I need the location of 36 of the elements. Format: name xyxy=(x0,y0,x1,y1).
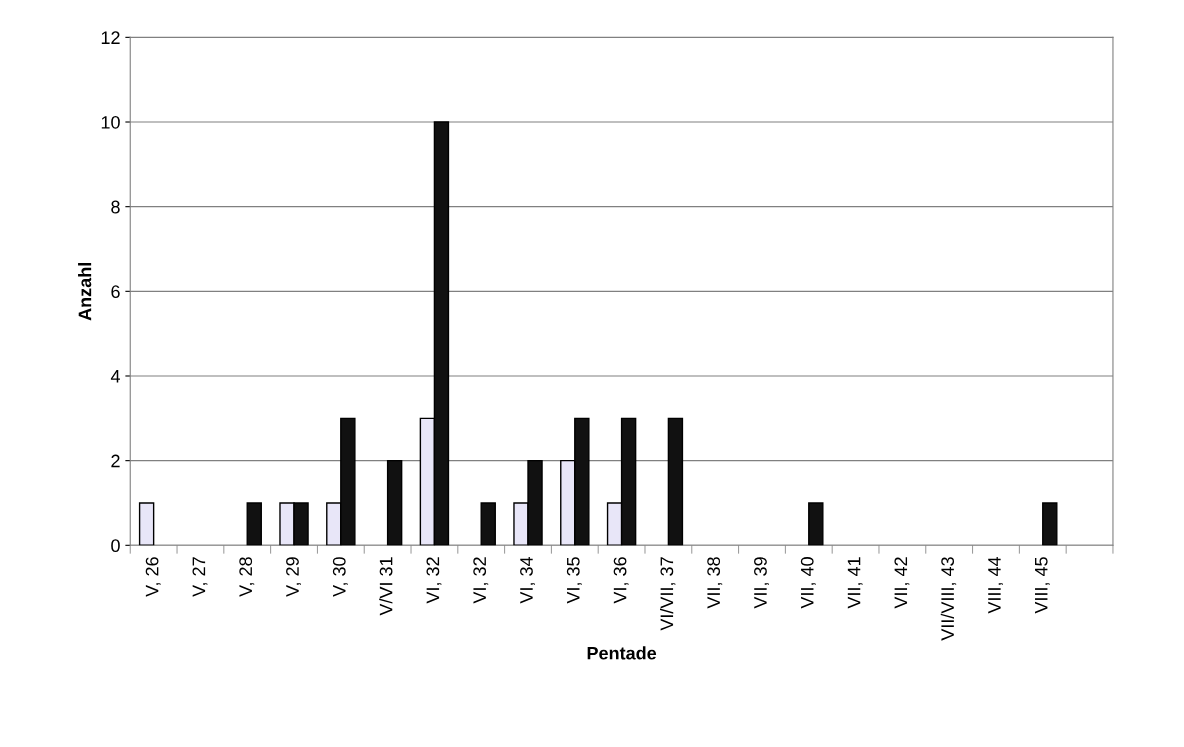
x-tick-label: VI, 36 xyxy=(613,557,629,604)
x-tick-label: VII, 42 xyxy=(894,557,910,609)
x-tick-label: VII, 40 xyxy=(800,557,816,609)
x-axis-title: Pentade xyxy=(587,646,657,660)
x-tick-label: VIII, 44 xyxy=(988,556,1003,614)
y-axis-title: Anzahl xyxy=(78,263,92,321)
bar xyxy=(808,502,824,546)
bar xyxy=(1042,502,1058,546)
y-tick-label: 8 xyxy=(111,200,120,214)
y-tick-label: 12 xyxy=(101,31,120,44)
x-tick-label: VI, 35 xyxy=(566,557,582,604)
x-tick-label: V, 28 xyxy=(239,557,255,597)
bar xyxy=(480,502,496,546)
y-tick-label: 10 xyxy=(101,115,120,129)
bar xyxy=(246,502,262,546)
x-tick-label: VI/VII, 37 xyxy=(659,557,676,631)
y-tick-label: 4 xyxy=(110,370,120,383)
x-tick-label: VII, 38 xyxy=(707,557,723,609)
x-tick-label: V, 30 xyxy=(332,557,348,597)
x-tick-label: V/VI 31 xyxy=(379,557,393,616)
x-tick-label: VI, 32 xyxy=(426,557,442,604)
bar xyxy=(386,459,403,546)
bar xyxy=(138,502,155,546)
x-tick-label: VIII, 45 xyxy=(1035,557,1050,614)
y-tick-label: 6 xyxy=(111,285,120,299)
x-tick-label: V, 27 xyxy=(192,557,208,597)
x-tick-label: VII/VIII, 43 xyxy=(940,557,957,641)
bar xyxy=(667,417,684,546)
x-tick-label: VI, 34 xyxy=(520,556,535,604)
y-tick-label: 2 xyxy=(111,454,120,468)
x-tick-label: V, 26 xyxy=(145,557,161,597)
x-tick-label: VI, 32 xyxy=(473,557,489,604)
x-tick-label: VII, 41 xyxy=(847,557,863,609)
x-tick-label: V, 29 xyxy=(286,557,302,597)
y-tick-label: 0 xyxy=(111,539,120,553)
x-tick-label: VII, 39 xyxy=(754,557,769,609)
